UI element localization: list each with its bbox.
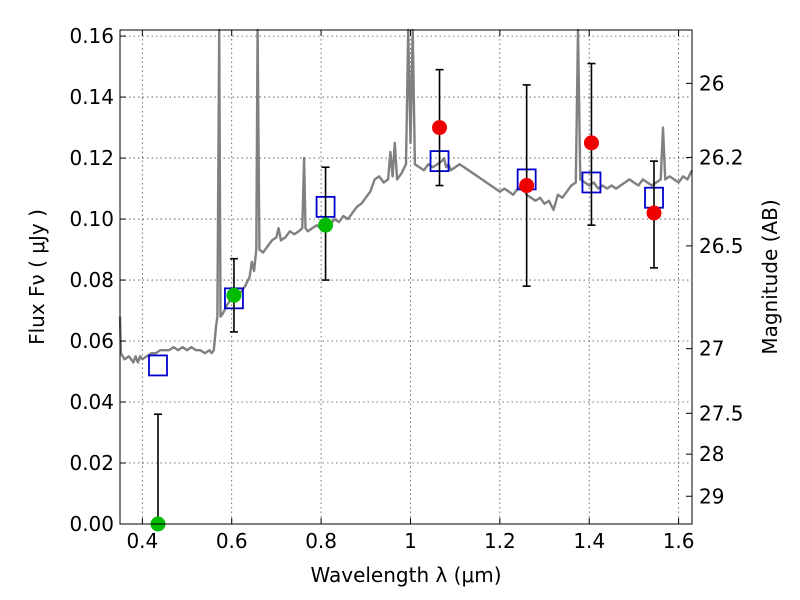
y-tick-label: 0.02 [69, 451, 114, 475]
y-tick-label: 0.12 [69, 146, 114, 170]
y2-tick-label: 26.2 [699, 145, 744, 169]
plot-frame [119, 29, 693, 525]
flux-point-red [432, 120, 448, 136]
template-layer [118, 28, 694, 364]
y-tick-label: 0.06 [69, 329, 114, 353]
x-tick-label: 0.6 [216, 529, 248, 553]
y2-axis-label: Magnitude (AB) [758, 199, 782, 354]
y2-tick-label: 27 [699, 337, 724, 361]
y-tick-label: 0.16 [69, 24, 114, 48]
ticks-layer: 0.4 0.6 0.8 1 1.2 1.4 1.6 0.00 0.02 0.04 0.06 0.08 0… [69, 24, 743, 553]
flux-point-red [519, 178, 535, 194]
marks-layer [148, 62, 664, 532]
template-spectrum-line [118, 28, 694, 364]
y2-tick-label: 26 [699, 71, 724, 95]
y-tick-label: 0.10 [69, 207, 114, 231]
y2-tick-label: 29 [699, 484, 724, 508]
y2-tick-label: 26.5 [699, 234, 744, 258]
y-tick-label: 0.00 [69, 512, 114, 536]
x-tick-label: 1.2 [484, 529, 516, 553]
model-flux-box [148, 354, 168, 377]
y-tick-label: 0.08 [69, 268, 114, 292]
flux-point-green [318, 217, 334, 233]
flux-point-green [226, 287, 242, 303]
y-tick-label: 0.04 [69, 390, 114, 414]
y2-tick-label: 28 [699, 442, 724, 466]
y-tick-label: 0.14 [69, 85, 114, 109]
x-tick-label: 0.4 [126, 529, 158, 553]
x-tick-label: 1 [404, 529, 417, 553]
flux-point-red [583, 135, 599, 151]
x-tick-label: 1.4 [573, 529, 605, 553]
flux-point-red [646, 205, 662, 221]
x-axis-label: Wavelength λ (μm) [310, 563, 501, 587]
y2-tick-label: 27.5 [699, 401, 744, 425]
x-tick-label: 1.6 [663, 529, 695, 553]
x-tick-label: 0.8 [305, 529, 337, 553]
y-axis-label: Flux Fν ( μJy ) [25, 209, 49, 345]
